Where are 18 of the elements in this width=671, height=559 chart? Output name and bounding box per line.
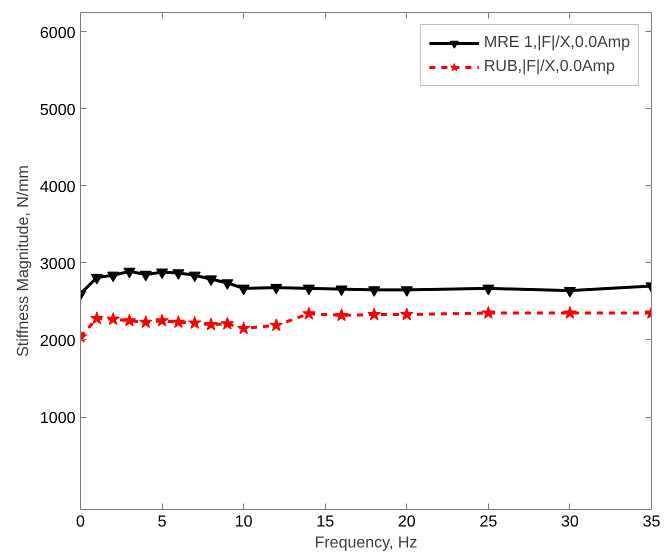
x-tick-label: 35 [642,514,660,530]
x-tick-label: 25 [479,514,498,530]
x-axis-title: Frequency, Hz [314,534,418,552]
x-tick-label: 15 [316,514,334,530]
x-tick-label: 30 [561,514,579,530]
y-tick-label: 5000 [40,102,76,119]
y-tick-label: 2000 [40,332,76,350]
y-tick-label: 3000 [40,256,76,273]
x-tick-label: 20 [398,514,416,530]
y-tick-label: 1000 [40,410,76,428]
legend-label: MRE 1,|F|/X,0.0Amp [484,34,630,52]
legend-label: RUB,|F|/X,0.0Amp [484,58,615,76]
y-tick-label: 6000 [40,24,76,42]
y-axis-title: Stiffness Magnitude, N/mm [14,165,32,357]
x-tick-label: 5 [158,514,167,530]
x-tick-label: 0 [76,514,86,530]
y-tick-label: 4000 [40,178,76,196]
x-tick-label: 10 [234,514,253,530]
